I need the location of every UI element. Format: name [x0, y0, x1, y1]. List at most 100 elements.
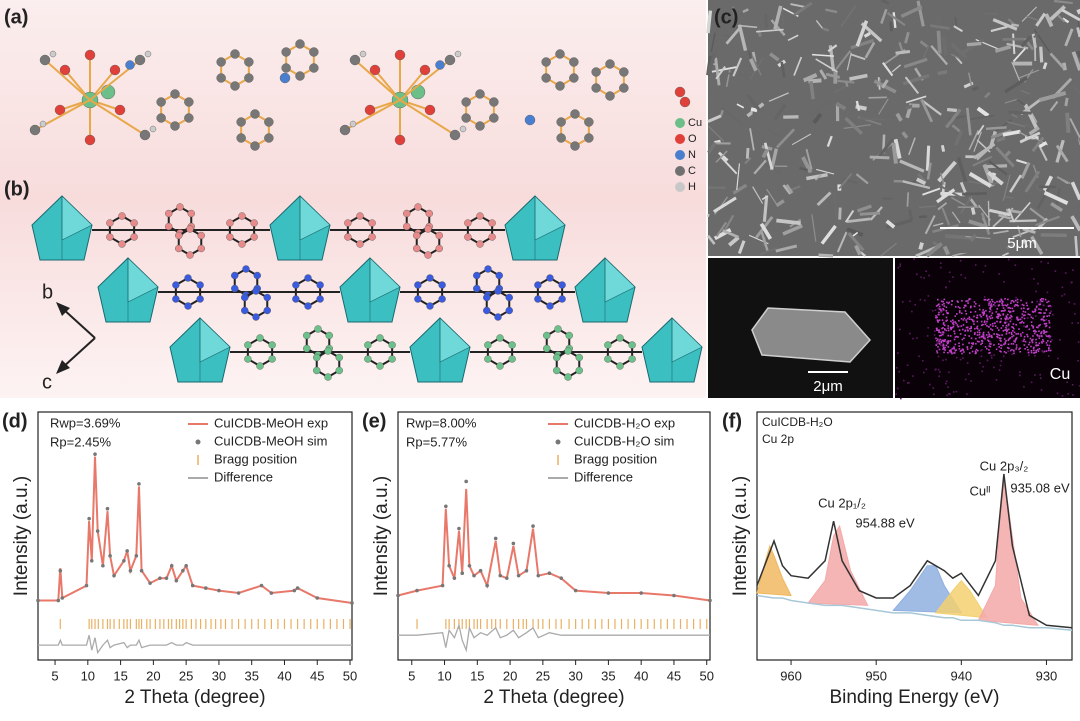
- atom: [435, 231, 443, 240]
- eds-dot: [962, 328, 964, 331]
- atom: [344, 233, 352, 241]
- eds-dot: [939, 308, 942, 311]
- atom: [494, 313, 502, 321]
- atom: [244, 355, 252, 363]
- atom: [252, 287, 260, 295]
- eds-dot: [965, 313, 968, 315]
- sem-flake: [1070, 181, 1080, 201]
- eds-dot: [996, 308, 999, 310]
- eds-dot: [1044, 298, 1047, 301]
- eds-dot: [1032, 327, 1035, 329]
- sem-flake: [717, 151, 729, 162]
- eds-dot: [989, 317, 992, 320]
- eds-dot: [921, 359, 924, 362]
- eds-dot: [1011, 315, 1013, 318]
- sem-flake: [759, 246, 778, 256]
- sem-flake: [973, 131, 982, 152]
- atom: [156, 113, 166, 123]
- eds-dot: [999, 314, 1002, 317]
- eds-dot: [924, 299, 926, 302]
- sem-flake: [893, 138, 902, 159]
- eds-dot: [1004, 322, 1007, 324]
- eds-dot: [978, 329, 981, 332]
- eds-dot: [1011, 348, 1013, 351]
- eds-dot: [1037, 344, 1040, 347]
- eds-dot: [937, 338, 939, 341]
- panel-label: (d): [2, 410, 28, 432]
- sem-flake: [936, 30, 942, 54]
- eds-dot: [1035, 330, 1037, 333]
- sem-flake: [878, 98, 889, 115]
- eds-dot: [1032, 335, 1034, 337]
- sem-flake: [1012, 33, 1016, 55]
- sem-flake: [1012, 227, 1038, 239]
- eds-dot: [1038, 330, 1040, 332]
- eds-dot: [987, 301, 990, 303]
- bond: [354, 59, 401, 101]
- atom: [483, 293, 491, 302]
- eds-dot: [944, 328, 946, 331]
- eds-dot: [974, 302, 977, 305]
- sim-point: [292, 588, 297, 593]
- atom: [484, 341, 492, 349]
- atom: [324, 373, 332, 381]
- annotation: 954.88 eV: [855, 515, 915, 530]
- eds-dot: [961, 299, 963, 302]
- eds-dot: [1046, 301, 1048, 304]
- eds-dot: [976, 325, 979, 328]
- sem-flake: [930, 44, 949, 66]
- eds-dot: [991, 317, 994, 319]
- eds-dot: [978, 304, 981, 307]
- eds-dot: [976, 316, 978, 319]
- eds-dot: [1000, 347, 1002, 349]
- bond: [399, 99, 456, 136]
- eds-dot: [974, 327, 976, 330]
- eds-dot: [1056, 392, 1059, 395]
- atom: [344, 219, 352, 227]
- atom: [543, 344, 551, 353]
- atom: [242, 265, 250, 273]
- sem-flake: [1020, 35, 1032, 48]
- atom: [226, 219, 234, 227]
- eds-dot: [970, 342, 973, 345]
- eds-dot: [1032, 317, 1034, 320]
- eds-dot: [1050, 305, 1052, 308]
- atom: [464, 233, 472, 241]
- eds-dot: [1010, 300, 1013, 302]
- sem-flake: [940, 191, 965, 197]
- eds-dot: [947, 325, 950, 327]
- eds-dot: [935, 344, 938, 347]
- atom: [241, 293, 249, 302]
- eds-dot: [980, 355, 983, 358]
- eds-dot: [929, 383, 931, 386]
- eds-dot: [970, 325, 972, 328]
- atom: [256, 362, 264, 370]
- sem-flake: [760, 231, 769, 251]
- eds-dot: [985, 309, 987, 312]
- eds-dot: [986, 318, 989, 321]
- eds-dot: [899, 328, 901, 331]
- eds-dot: [996, 327, 999, 329]
- sim-point: [505, 576, 509, 580]
- atom: [628, 341, 636, 349]
- x-tick-label: 10: [437, 668, 451, 683]
- eds-dot: [1025, 302, 1028, 304]
- sem-flake: [752, 186, 764, 204]
- atom: [604, 341, 612, 349]
- eds-dot: [1002, 300, 1004, 303]
- atom: [130, 219, 138, 227]
- eds-dot: [945, 380, 948, 383]
- eds-dot: [1044, 312, 1046, 314]
- panel-label: (a): [4, 6, 28, 28]
- sim-point: [125, 549, 129, 553]
- eds-dot: [1011, 326, 1013, 328]
- sem-flake: [722, 214, 735, 233]
- atom: [364, 104, 376, 116]
- eds-dot: [1023, 325, 1025, 328]
- eds-dot: [1032, 330, 1035, 333]
- sem-flake: [838, 172, 853, 190]
- sem-flake: [982, 163, 995, 188]
- atom: [184, 97, 194, 107]
- eds-dot: [952, 323, 955, 326]
- sem-flake: [773, 103, 787, 121]
